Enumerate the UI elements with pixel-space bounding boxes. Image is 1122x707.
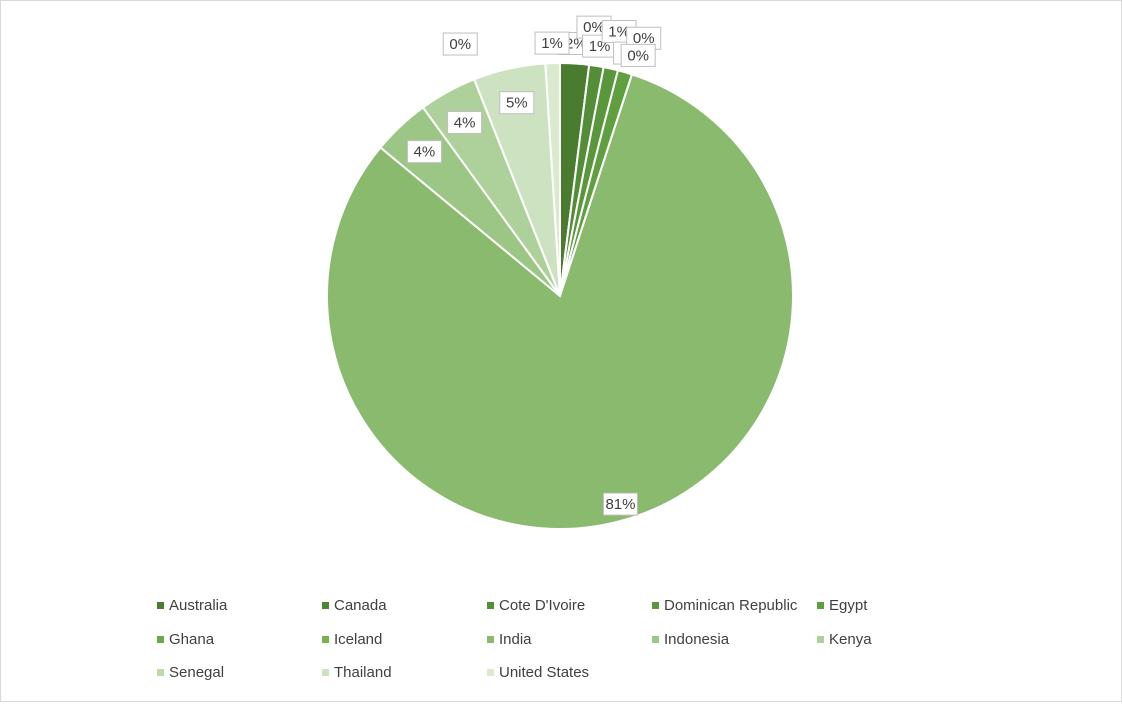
data-label: 0% [583,19,605,36]
legend-marker [157,602,164,609]
data-label: 1% [608,23,630,40]
legend-label: Dominican Republic [664,597,798,614]
label-box [602,492,638,516]
legend-marker [487,669,494,676]
label-box [499,91,535,115]
legend-label: Indonesia [664,631,730,648]
data-label: 0% [627,47,649,64]
legend-marker [487,636,494,643]
data-label: 0% [449,36,471,53]
legend-marker [487,602,494,609]
label-box [620,43,656,67]
pie-slice [544,61,561,297]
legend-label: Egypt [829,597,868,614]
label-box [447,110,483,134]
data-label: 0% [633,30,655,47]
legend-marker [652,602,659,609]
label-box [406,140,442,164]
legend-marker [322,669,329,676]
legend-marker [652,636,659,643]
data-label: 4% [414,144,436,161]
data-label: 5% [506,95,528,112]
data-label: 81% [605,496,635,513]
legend-label: Cote D'Ivoire [499,597,585,614]
data-label: 4% [454,114,476,131]
legend-label: Thailand [334,664,392,681]
label-box [442,32,478,56]
legend-label: United States [499,664,589,681]
pie-slice [326,73,794,530]
legend-marker [817,602,824,609]
data-label: 2% [565,35,587,52]
legend-marker [817,636,824,643]
legend-marker [157,669,164,676]
legend-label: Iceland [334,631,382,648]
legend-label: Canada [334,597,387,614]
legend-label: Australia [169,597,228,614]
legend-marker [322,636,329,643]
data-label: 1% [541,35,563,52]
legend-label: Kenya [829,631,872,648]
legend-label: Senegal [169,664,224,681]
label-box [534,31,570,55]
legend-label: India [499,631,532,648]
legend-marker [322,602,329,609]
legend-label: Ghana [169,631,215,648]
legend-marker [157,636,164,643]
